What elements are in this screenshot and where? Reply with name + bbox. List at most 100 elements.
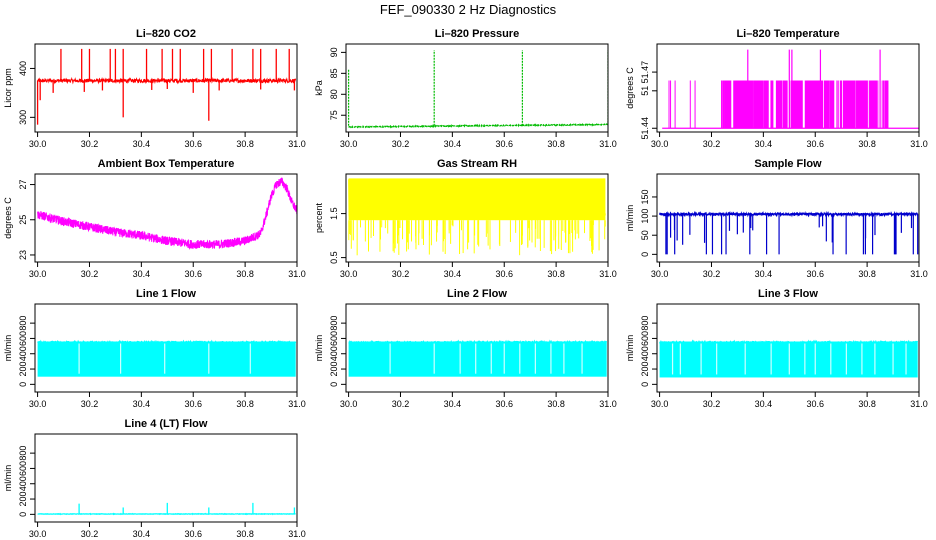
xtick-label-3: 30.4 [755,139,773,149]
xtick-label-4: 30.6 [184,139,202,149]
xtick-label-2: 30.2 [81,269,99,279]
temp-block-52 [847,80,851,129]
ytick-label-4: 90 [329,47,339,57]
panel-2: Li–820 Pressure kPa 30.0 30.2 30.4 30.6 30.8 31… [314,28,617,149]
xtick-label-1: 30.0 [651,139,669,149]
xtick-label-6: 31.0 [599,269,617,279]
panel-7-title: Line 1 Flow [136,288,196,300]
xtick-label-1: 30.0 [340,139,358,149]
temp-block-48 [783,80,788,129]
panel-10-ylabel: ml/min [3,465,13,492]
xtick-label-6: 31.0 [910,139,928,149]
xtick-label-2: 30.2 [703,399,721,409]
panel-5: Gas Stream RH percent 30.0 30.2 30.4 30.6 30.8… [314,158,617,279]
panel-1-ylabel: Licor ppm [3,68,13,108]
xtick-label-1: 30.0 [651,269,669,279]
panel-4-ylabel: degrees C [3,197,13,239]
xtick-label-2: 30.2 [81,529,99,539]
temp-block-59 [763,80,769,129]
panel-5-frame [345,173,609,263]
panel-6-title: Sample Flow [754,158,822,170]
ytick-label-2: 200 [640,362,650,377]
panel-3-ylabel: degrees C [625,67,635,109]
temp-block-42 [852,80,856,129]
ytick-label-4: 600 [640,331,650,346]
xtick-label-5: 30.8 [236,139,254,149]
xtick-label-3: 30.4 [444,269,462,279]
xtick-label-4: 30.6 [806,399,824,409]
panel-9: Line 3 Flow ml/min 30.0 30.2 30.4 30.6 30.8 31.… [625,288,928,409]
ytick-label-2: 50 [640,230,650,240]
panel-3-title: Li–820 Temperature [736,28,839,40]
xtick-label-6: 31.0 [288,139,306,149]
xtick-label-2: 30.2 [703,269,721,279]
temp-block-51 [849,80,853,129]
ytick-label-3: 400 [18,476,28,491]
panel-7: Line 1 Flow ml/min 30.0 30.2 30.4 30.6 30.8 31.… [3,288,306,409]
panel-1-data [36,48,297,125]
ytick-label-1: 23 [18,250,28,260]
ytick-label-2: 200 [18,362,28,377]
rh-series-line [348,178,606,221]
xtick-label-4: 30.6 [495,399,513,409]
panel-8-title: Line 2 Flow [447,288,507,300]
panel-2-ylabel: kPa [314,80,324,96]
temp-block-57 [871,80,874,129]
temp-block-43 [843,80,848,129]
temp-block-36 [722,80,725,129]
temp-block-1 [806,80,811,129]
xtick-label-6: 31.0 [288,269,306,279]
xtick-label-4: 30.6 [184,269,202,279]
temp-block-58 [753,80,756,129]
xtick-label-3: 30.4 [133,269,151,279]
ytick-label-5: 800 [18,316,28,331]
xtick-label-2: 30.2 [392,399,410,409]
flow-top-edge-3 [658,339,918,346]
panel-10-data [37,502,296,516]
xtick-label-6: 31.0 [599,139,617,149]
temp-block-40 [790,80,796,129]
ytick-label-5: 800 [329,316,339,331]
ytick-label-4: 600 [18,331,28,346]
xtick-label-6: 31.0 [910,269,928,279]
xtick-label-2: 30.2 [392,139,410,149]
ytick-label-4: 150 [640,189,650,204]
xtick-label-1: 30.0 [340,269,358,279]
panel-4-title: Ambient Box Temperature [98,158,235,170]
panel-2-data [347,50,608,129]
panel-3-data [662,49,919,129]
panel-4: Ambient Box Temperature degrees C 30.0 30.2… [3,158,306,279]
xtick-label-2: 30.2 [392,269,410,279]
panel-1: Li–820 CO2 Licor ppm 30.0 30.2 30.4 30.6 30.8 3… [3,28,306,149]
xtick-label-4: 30.6 [495,269,513,279]
xtick-label-3: 30.4 [444,139,462,149]
panel-3: Li–820 Temperature degrees C 30.0 30.2 30.4 3… [625,28,928,149]
ytick-label-3: 27 [18,180,28,190]
flow-band-2 [348,341,607,377]
panel-2-frame [345,43,609,133]
xtick-label-6: 31.0 [910,399,928,409]
temp-block-26 [735,80,742,129]
figure-title: FEF_090330 2 Hz Diagnostics [380,2,557,17]
line4-flow-series-line [37,512,296,516]
panels: Li–820 CO2 Licor ppm 30.0 30.2 30.4 30.6 30.8 3… [3,28,928,539]
xtick-label-3: 30.4 [755,269,773,279]
ytick-label-1: 51.44 [640,117,650,140]
ytick-label-5: 800 [18,446,28,461]
ytick-label-2: 80 [329,89,339,99]
xtick-label-6: 31.0 [599,399,617,409]
flow-top-edge-2 [348,339,607,346]
temp-block-54 [812,80,815,129]
xtick-label-3: 30.4 [444,399,462,409]
panel-1-title: Li–820 CO2 [136,28,196,40]
panel-7-ylabel: ml/min [3,335,13,362]
ytick-label-2: 51 [640,86,650,96]
ytick-label-3: 400 [329,346,339,361]
xtick-label-2: 30.2 [81,399,99,409]
temp-block-30 [777,80,782,129]
xtick-label-5: 30.8 [547,139,565,149]
panel-2-title: Li–820 Pressure [435,28,519,40]
pressure-series-line [348,122,608,129]
xtick-label-1: 30.0 [340,399,358,409]
ytick-label-1: 0 [18,382,28,387]
